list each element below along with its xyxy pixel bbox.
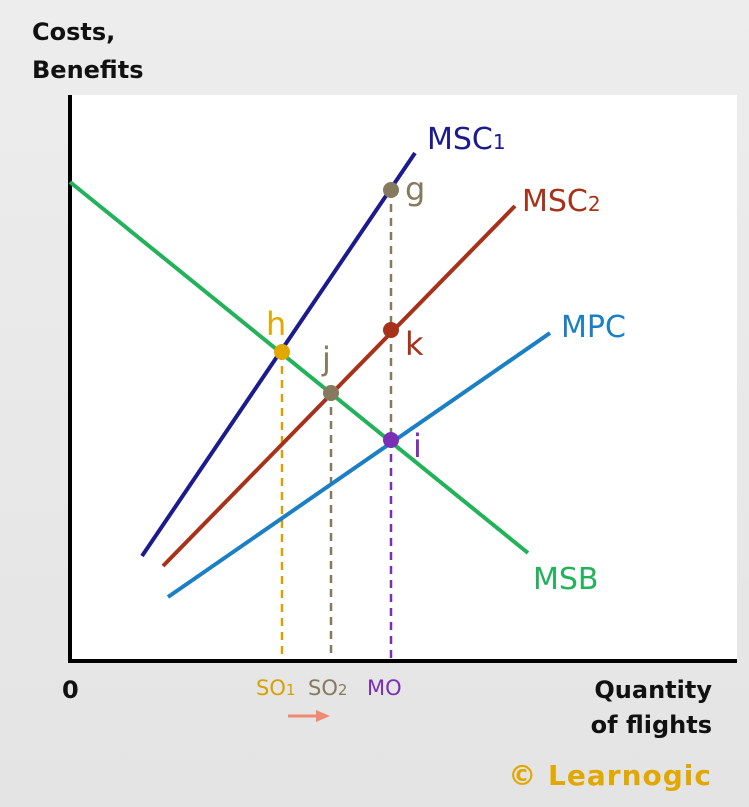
copyright-credit: © Learnogic: [508, 759, 712, 792]
mpc-label: MPC: [561, 310, 626, 345]
msc1-label: MSC1: [427, 122, 506, 157]
point-g-label: g: [405, 170, 425, 208]
msb-line: [68, 180, 530, 555]
point-h: [274, 344, 290, 360]
origin-label: 0: [62, 676, 79, 704]
y-axis-title-line2: Benefits: [32, 56, 143, 84]
shift-arrow-head: [316, 710, 330, 722]
point-i-label: i: [413, 427, 422, 465]
msc2-line: [161, 204, 517, 568]
point-k-label: k: [405, 325, 424, 363]
msb-label: MSB: [533, 562, 599, 597]
point-j: [323, 385, 339, 401]
point-k: [383, 322, 399, 338]
msc2-label: MSC2: [522, 184, 601, 219]
mo-tick-label: MO: [367, 676, 402, 700]
point-j-label: j: [321, 340, 331, 378]
point-h-label: h: [266, 305, 286, 343]
so2-tick-label: SO2: [308, 676, 347, 700]
x-axis-title-line2: of flights: [591, 711, 712, 739]
x-axis-title-line1: Quantity: [594, 676, 712, 704]
mpc-line: [166, 331, 552, 599]
plot-area: [70, 95, 737, 662]
point-g: [383, 182, 399, 198]
y-axis-title-line1: Costs,: [32, 18, 115, 46]
point-i: [383, 432, 399, 448]
so1-tick-label: SO1: [256, 676, 295, 700]
